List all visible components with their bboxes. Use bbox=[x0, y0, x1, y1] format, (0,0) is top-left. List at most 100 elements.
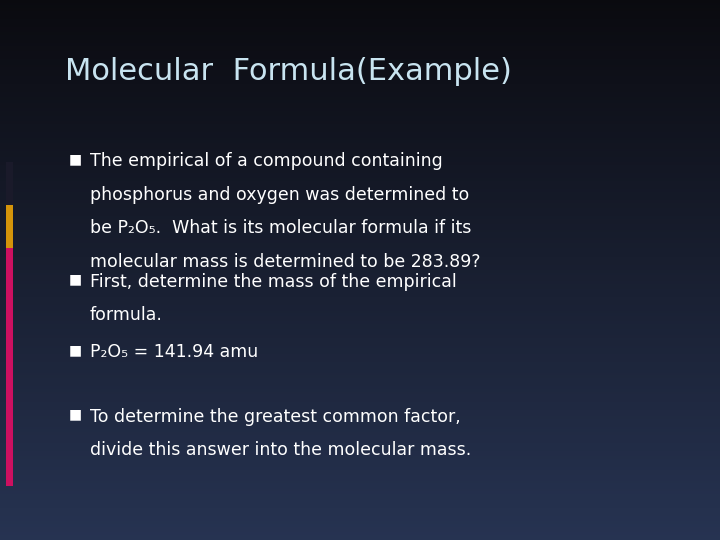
Text: Molecular  Formula(Example): Molecular Formula(Example) bbox=[65, 57, 512, 86]
Bar bbox=[0, 324, 720, 327]
Bar bbox=[0, 470, 720, 472]
Bar bbox=[0, 194, 720, 197]
Bar bbox=[0, 297, 720, 300]
Bar bbox=[0, 70, 720, 73]
Bar bbox=[0, 259, 720, 262]
Bar bbox=[0, 489, 720, 491]
Bar bbox=[0, 265, 720, 267]
Bar bbox=[0, 111, 720, 113]
Bar bbox=[0, 192, 720, 194]
Bar bbox=[0, 526, 720, 529]
Text: formula.: formula. bbox=[90, 306, 163, 324]
Bar bbox=[0, 51, 720, 54]
Bar bbox=[0, 521, 720, 524]
Bar bbox=[0, 140, 720, 143]
Bar bbox=[0, 383, 720, 386]
Bar bbox=[0, 178, 720, 181]
Bar bbox=[0, 32, 720, 35]
Bar bbox=[0, 537, 720, 540]
Bar bbox=[0, 22, 720, 24]
Bar bbox=[0, 300, 720, 302]
Bar bbox=[0, 54, 720, 57]
Bar bbox=[0, 491, 720, 494]
Bar bbox=[0, 316, 720, 319]
Bar bbox=[0, 284, 720, 286]
Bar bbox=[0, 38, 720, 40]
Bar bbox=[0, 100, 720, 103]
Bar bbox=[0, 94, 720, 97]
Text: P₂O₅ = 141.94 amu: P₂O₅ = 141.94 amu bbox=[90, 343, 258, 361]
Bar bbox=[0, 451, 720, 454]
Bar bbox=[0, 462, 720, 464]
Bar bbox=[0, 227, 720, 229]
Bar bbox=[0, 497, 720, 500]
Bar bbox=[0, 148, 720, 151]
Bar bbox=[0, 248, 720, 251]
Bar bbox=[0, 167, 720, 170]
Text: ■: ■ bbox=[68, 408, 81, 422]
Bar bbox=[0, 200, 720, 202]
Bar bbox=[0, 332, 720, 335]
Bar bbox=[0, 173, 720, 176]
Bar bbox=[0, 454, 720, 456]
Bar bbox=[0, 367, 720, 370]
Bar bbox=[0, 321, 720, 324]
Bar bbox=[0, 338, 720, 340]
Bar bbox=[0, 127, 720, 130]
Bar bbox=[0, 351, 720, 354]
Bar bbox=[0, 108, 720, 111]
Bar bbox=[0, 254, 720, 256]
Bar bbox=[0, 348, 720, 351]
Bar bbox=[0, 418, 720, 421]
Bar bbox=[0, 76, 720, 78]
Bar bbox=[0, 122, 720, 124]
Bar bbox=[0, 270, 720, 273]
Bar bbox=[0, 278, 720, 281]
Bar bbox=[0, 119, 720, 122]
Bar bbox=[0, 500, 720, 502]
Bar bbox=[0, 24, 720, 27]
Text: ■: ■ bbox=[68, 273, 81, 287]
Bar bbox=[0, 397, 720, 400]
Text: be P₂O₅.  What is its molecular formula if its: be P₂O₅. What is its molecular formula i… bbox=[90, 219, 472, 237]
Bar bbox=[0, 292, 720, 294]
Bar bbox=[0, 57, 720, 59]
Text: divide this answer into the molecular mass.: divide this answer into the molecular ma… bbox=[90, 441, 472, 459]
Bar bbox=[0, 475, 720, 478]
Bar bbox=[0, 343, 720, 346]
Bar bbox=[0, 230, 720, 232]
Bar bbox=[0, 89, 720, 92]
Bar bbox=[0, 0, 720, 3]
Bar bbox=[0, 427, 720, 429]
Bar bbox=[0, 281, 720, 284]
Bar bbox=[0, 256, 720, 259]
Bar bbox=[0, 510, 720, 513]
Bar bbox=[0, 518, 720, 521]
Bar bbox=[0, 130, 720, 132]
Bar bbox=[0, 162, 720, 165]
Bar bbox=[0, 467, 720, 470]
Bar bbox=[0, 435, 720, 437]
Bar bbox=[0, 416, 720, 418]
Bar bbox=[0, 159, 720, 162]
Bar bbox=[0, 400, 720, 402]
Bar bbox=[6, 162, 13, 205]
Bar bbox=[0, 232, 720, 235]
Bar bbox=[0, 413, 720, 416]
Bar bbox=[0, 116, 720, 119]
Bar bbox=[0, 402, 720, 405]
Bar bbox=[0, 362, 720, 364]
Bar bbox=[0, 532, 720, 535]
Bar bbox=[0, 65, 720, 68]
Bar bbox=[0, 124, 720, 127]
Bar bbox=[0, 165, 720, 167]
Bar bbox=[0, 394, 720, 397]
Bar bbox=[0, 97, 720, 100]
Text: phosphorus and oxygen was determined to: phosphorus and oxygen was determined to bbox=[90, 186, 469, 204]
Bar bbox=[0, 216, 720, 219]
Bar bbox=[0, 219, 720, 221]
Bar bbox=[0, 181, 720, 184]
Bar bbox=[0, 202, 720, 205]
Bar bbox=[0, 440, 720, 443]
Bar bbox=[0, 81, 720, 84]
